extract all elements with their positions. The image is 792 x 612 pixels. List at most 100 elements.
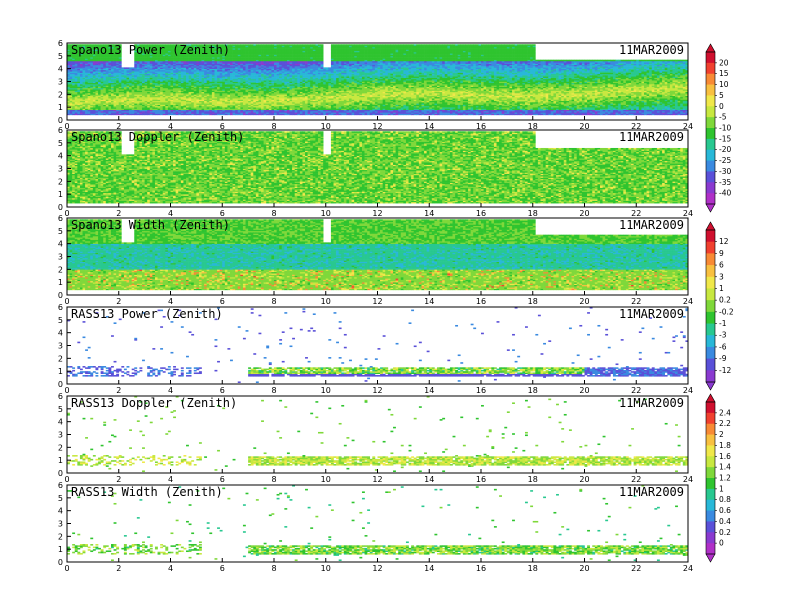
y-tick-label: 0 (58, 116, 63, 125)
x-tick-label: 4 (168, 475, 173, 484)
data-field (67, 396, 689, 473)
y-tick-label: 0 (58, 469, 63, 478)
x-tick-label: 4 (168, 564, 173, 573)
colorbar-swatch (706, 52, 715, 64)
y-tick-label: 1 (58, 456, 63, 465)
colorbar-swatch (706, 402, 715, 414)
x-tick-label: 20 (579, 122, 589, 131)
x-tick-label: 0 (64, 564, 69, 573)
x-tick-label: 2 (116, 386, 121, 395)
y-tick-label: 6 (58, 39, 63, 48)
x-tick-label: 20 (579, 475, 589, 484)
data-field (67, 44, 689, 116)
x-tick-label: 4 (168, 386, 173, 395)
x-tick-label: 14 (424, 122, 434, 131)
x-tick-label: 10 (321, 564, 331, 573)
x-tick-label: 6 (220, 475, 225, 484)
x-tick-label: 6 (220, 209, 225, 218)
panel-date: 11MAR2009 (619, 485, 684, 499)
x-tick-label: 6 (220, 122, 225, 131)
y-tick-label: 0 (58, 291, 63, 300)
data-field (67, 131, 689, 204)
colorbar-swatch (706, 193, 715, 205)
x-tick-label: 20 (579, 564, 589, 573)
y-tick-label: 2 (58, 354, 63, 363)
colorbar-swatch (706, 456, 715, 468)
x-tick-label: 24 (683, 122, 693, 131)
colorbar-swatch (706, 253, 715, 266)
colorbar-swatch (706, 62, 715, 75)
colorbar-top-arrow (705, 43, 716, 53)
colorbar-swatch (706, 288, 715, 301)
colorbar-swatch (706, 95, 715, 107)
panel-title: Spano13 Doppler (Zenith) (71, 130, 244, 144)
y-tick-label: 1 (58, 545, 63, 554)
colorbar-frame (705, 229, 716, 383)
y-tick-label: 3 (58, 253, 63, 262)
colorbar-swatch (706, 434, 715, 446)
colorbar-label: -40 (719, 189, 731, 198)
x-tick-label: 8 (271, 297, 276, 306)
x-tick-label: 4 (168, 209, 173, 218)
y-tick-label: 0 (58, 558, 63, 567)
x-tick-label: 10 (321, 122, 331, 131)
x-tick-label: 12 (372, 297, 382, 306)
colorbar-label: 6 (719, 261, 724, 270)
colorbar-label: -6 (719, 342, 727, 351)
colorbar-label: -30 (719, 167, 731, 176)
colorbar-label: 2.4 (719, 408, 731, 417)
colorbar-bottom-arrow (705, 553, 716, 563)
x-tick-label: 16 (476, 122, 486, 131)
colorbar-swatch (706, 423, 715, 435)
x-tick-label: 10 (321, 209, 331, 218)
x-tick-label: 12 (372, 475, 382, 484)
colorbar-swatch (706, 370, 715, 383)
y-tick-label: 4 (58, 240, 63, 249)
colorbar-label: 0.4 (719, 517, 731, 526)
y-tick-label: 5 (58, 405, 63, 414)
panel-title: Spano13 Power (Zenith) (71, 43, 230, 57)
colorbar-label: 0.2 (719, 528, 731, 537)
x-tick-label: 14 (424, 564, 434, 573)
x-tick-label: 6 (220, 297, 225, 306)
data-field (67, 219, 689, 291)
colorbar-label: -9 (719, 354, 727, 363)
panel-title: RASS13 Width (Zenith) (71, 485, 223, 499)
y-tick-label: 3 (58, 342, 63, 351)
colorbar-top-arrow (705, 221, 716, 231)
colorbar-label: 0.8 (719, 495, 731, 504)
x-tick-label: 24 (683, 386, 693, 395)
x-tick-label: 16 (476, 475, 486, 484)
y-tick-label: 0 (58, 380, 63, 389)
colorbar-top-arrow (705, 393, 716, 403)
y-tick-label: 1 (58, 190, 63, 199)
x-tick-label: 12 (372, 209, 382, 218)
colorbar-label: -15 (719, 134, 731, 143)
colorbar-swatch (706, 412, 715, 425)
colorbar-swatch (706, 510, 715, 522)
colorbar-b: 12 9 6 3 1 0.2 -0.2 -1 -3 -6 -9 -12 (705, 221, 734, 391)
colorbar-label: 1.6 (719, 452, 731, 461)
y-tick-label: 5 (58, 52, 63, 61)
x-tick-label: 24 (683, 564, 693, 573)
colorbar-swatch (706, 311, 715, 324)
colorbar-swatch (706, 300, 715, 313)
colorbar-label: 2.2 (719, 419, 731, 428)
y-tick-label: 3 (58, 165, 63, 174)
y-tick-label: 1 (58, 278, 63, 287)
x-tick-label: 6 (220, 386, 225, 395)
colorbar-label: 1 (719, 484, 724, 493)
x-tick-label: 20 (579, 209, 589, 218)
x-tick-label: 22 (631, 122, 641, 131)
colorbar-swatch (706, 106, 715, 118)
colorbar-swatch (706, 488, 715, 501)
x-tick-label: 18 (528, 297, 538, 306)
x-tick-label: 2 (116, 475, 121, 484)
x-tick-label: 8 (271, 122, 276, 131)
x-tick-label: 14 (424, 297, 434, 306)
colorbar-label: 0 (719, 102, 724, 111)
colorbar-label: -1 (719, 319, 727, 328)
